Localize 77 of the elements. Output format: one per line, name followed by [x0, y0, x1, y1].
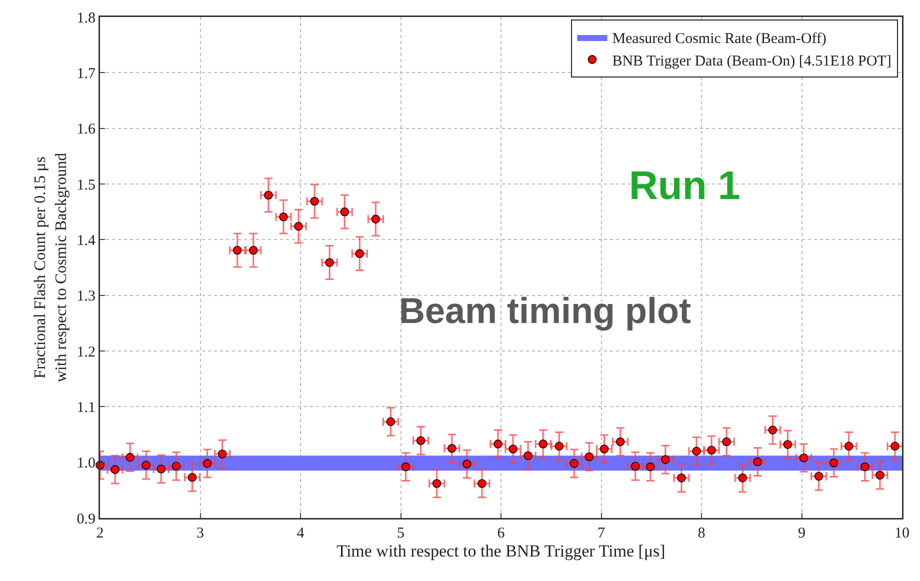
y-tick-label: 1.8 [76, 10, 96, 26]
point [584, 452, 594, 462]
point [692, 446, 701, 456]
point [188, 472, 197, 482]
y-tick-label: 1.3 [76, 288, 96, 305]
y-tick-label: 1.7 [76, 66, 96, 82]
point [722, 437, 731, 446]
point [371, 214, 380, 224]
point [890, 442, 900, 451]
point [876, 470, 884, 480]
point [325, 258, 334, 267]
point [340, 207, 350, 216]
point [738, 474, 747, 482]
point [630, 462, 640, 471]
point [707, 446, 716, 454]
point [156, 464, 166, 474]
point [126, 452, 134, 462]
point [554, 442, 564, 451]
point [110, 465, 120, 474]
y-axis-title: Fractional Flash Count per 0.15 μs with respect to Cosmic Background [32, 152, 70, 382]
point [462, 460, 472, 468]
point [829, 458, 838, 468]
point [202, 459, 212, 468]
point [478, 479, 486, 488]
point [172, 462, 181, 471]
point [661, 455, 670, 464]
point [142, 460, 151, 470]
y-tick-label: 0.9 [76, 511, 96, 528]
point [218, 450, 227, 458]
point [570, 459, 579, 468]
y-tick-label: 1.4 [76, 232, 96, 249]
legend-label: BNB Trigger Data (Beam-On) [4.51E18 POT] [612, 53, 892, 70]
point [616, 437, 625, 446]
point [508, 444, 518, 454]
point [264, 190, 273, 200]
point [844, 442, 854, 451]
point [677, 474, 686, 482]
x-tick-label: 10 [894, 526, 910, 542]
x-tick-label: 8 [698, 526, 706, 542]
x-tick-label: 9 [798, 526, 806, 542]
point [447, 444, 456, 453]
point [232, 246, 242, 255]
point [494, 440, 502, 448]
x-tick-label: 2 [96, 526, 104, 542]
y-tick-label: 1.5 [76, 177, 96, 194]
point [538, 440, 548, 448]
point [524, 451, 532, 460]
point [799, 453, 808, 462]
point [600, 444, 609, 454]
y-tick-label: 1.6 [76, 122, 96, 138]
point [860, 462, 870, 472]
x-tick-label: 6 [497, 526, 506, 542]
y-tick-label: 1.0 [76, 456, 96, 472]
point [355, 249, 364, 258]
point [783, 440, 792, 449]
point [386, 417, 396, 426]
x-axis-title: Time with respect to the BNB Trigger Time [μs] [336, 542, 666, 561]
point [768, 426, 778, 434]
point [279, 212, 288, 222]
point [416, 436, 426, 446]
point [753, 457, 762, 466]
x-tick-label: 3 [196, 526, 204, 542]
point [814, 472, 824, 481]
point [248, 246, 258, 255]
x-tick-label: 5 [397, 526, 404, 542]
point [646, 462, 655, 472]
point [294, 222, 303, 231]
x-tick-label: 7 [598, 526, 606, 542]
annotation: Run 1 [629, 164, 740, 208]
point [432, 479, 442, 488]
point [401, 462, 410, 472]
legend-label: Measured Cosmic Rate (Beam-Off) [612, 30, 826, 47]
y-tick-label: 1.2 [76, 344, 96, 360]
y-tick-label: 1.1 [76, 400, 96, 416]
x-tick-label: 4 [296, 526, 305, 542]
annotation: Beam timing plot [399, 290, 692, 331]
point [310, 196, 319, 206]
